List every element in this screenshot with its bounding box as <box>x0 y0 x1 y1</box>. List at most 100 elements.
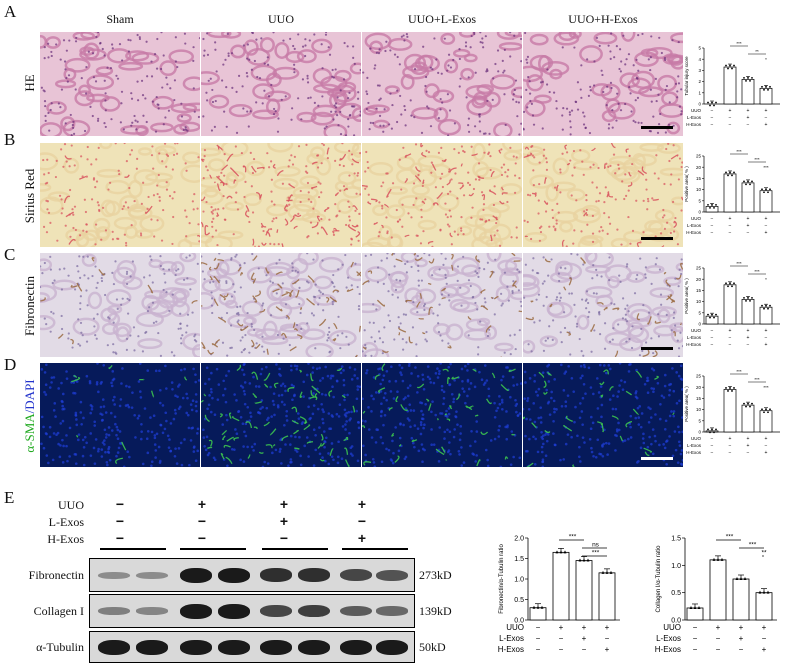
nucleus <box>241 368 244 372</box>
nucleus <box>678 268 681 271</box>
nucleus <box>100 238 103 241</box>
nucleus <box>210 304 214 307</box>
stain-fiber <box>679 322 682 326</box>
nucleus <box>374 64 377 67</box>
nucleus <box>530 350 533 353</box>
nucleus <box>671 39 674 42</box>
nucleus <box>97 447 100 451</box>
stain-fiber <box>572 464 576 467</box>
nucleus <box>167 109 171 112</box>
nucleus <box>66 80 69 83</box>
nucleus <box>157 445 161 449</box>
data-point <box>761 304 763 307</box>
nucleus <box>469 382 473 385</box>
nucleus <box>395 208 398 212</box>
nucleus <box>154 456 157 459</box>
nucleus <box>466 363 470 366</box>
nucleus <box>501 375 505 378</box>
tubule <box>460 68 475 81</box>
nucleus <box>573 46 576 49</box>
nucleus <box>161 160 164 163</box>
nucleus <box>146 75 149 78</box>
nucleus <box>458 438 462 442</box>
nucleus <box>563 326 567 330</box>
nucleus <box>334 106 338 109</box>
nucleus <box>331 282 334 285</box>
mini-table-cell: + <box>765 436 768 442</box>
stain-fiber <box>284 218 289 226</box>
nucleus <box>608 279 611 282</box>
nucleus <box>385 40 388 43</box>
mini-table-cell: − <box>711 436 714 442</box>
nucleus <box>234 200 237 204</box>
nucleus <box>344 223 348 227</box>
nucleus <box>610 32 613 35</box>
tubule <box>456 225 473 237</box>
nucleus <box>129 39 132 42</box>
panel-label-a: A <box>4 2 17 21</box>
nucleus <box>497 428 501 432</box>
bar <box>723 389 737 433</box>
nucleus <box>164 411 168 415</box>
nucleus <box>526 220 529 224</box>
nucleus <box>478 370 481 374</box>
nucleus <box>334 203 337 206</box>
nucleus <box>552 225 555 228</box>
nucleus <box>169 449 172 453</box>
nucleus <box>464 401 467 405</box>
stain-fiber <box>174 143 176 145</box>
e-table-cell: + <box>762 645 767 654</box>
blot-band <box>218 639 250 655</box>
nucleus <box>618 67 621 71</box>
nucleus <box>648 129 651 133</box>
nucleus <box>285 414 288 418</box>
nucleus <box>614 433 617 437</box>
nucleus <box>292 44 295 48</box>
stain-fiber <box>512 284 518 288</box>
nucleus <box>249 415 253 418</box>
stain-fiber <box>220 452 225 460</box>
nucleus <box>111 370 115 373</box>
tubule <box>133 169 158 186</box>
nucleus <box>405 33 408 36</box>
stain-fiber <box>299 416 307 424</box>
stain-fiber <box>428 258 435 264</box>
stain-fiber <box>352 405 356 413</box>
nucleus <box>654 235 657 238</box>
nucleus <box>405 271 408 274</box>
nucleus <box>383 326 386 329</box>
nucleus <box>628 337 631 341</box>
mini-table-row-label: L-Exos <box>687 443 702 448</box>
nucleus <box>73 164 76 167</box>
nucleus <box>496 49 500 52</box>
nucleus <box>330 455 334 458</box>
nucleus <box>612 327 615 330</box>
nucleus <box>460 229 463 232</box>
nucleus <box>377 367 380 371</box>
nucleus <box>306 253 309 255</box>
stain-fiber <box>451 264 454 271</box>
nucleus <box>467 76 470 79</box>
nucleus <box>533 420 537 424</box>
nucleus <box>474 71 477 74</box>
tubule <box>424 83 440 99</box>
nucleus <box>639 425 643 429</box>
nucleus <box>239 458 242 462</box>
nucleus <box>191 399 195 403</box>
nucleus <box>523 127 525 130</box>
nucleus <box>53 279 56 282</box>
nucleus <box>68 39 71 42</box>
nucleus <box>588 131 592 135</box>
nucleus <box>472 187 476 191</box>
nucleus <box>189 288 192 291</box>
nucleus <box>205 435 209 439</box>
nucleus <box>224 400 228 404</box>
nucleus <box>674 216 677 220</box>
stain-fiber <box>446 179 451 186</box>
nucleus <box>515 226 518 229</box>
nucleus <box>416 427 420 430</box>
nucleus <box>379 414 383 418</box>
nucleus <box>220 171 223 174</box>
nucleus <box>262 302 265 305</box>
nucleus <box>75 36 78 40</box>
